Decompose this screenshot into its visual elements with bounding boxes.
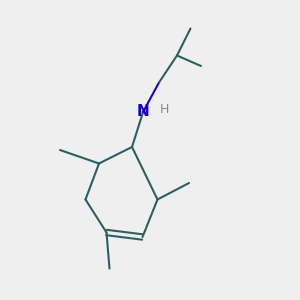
Text: N: N [137, 104, 149, 119]
Text: H: H [160, 103, 169, 116]
